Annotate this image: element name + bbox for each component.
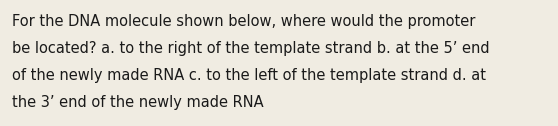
Text: of the newly made RNA c. to the left of the template strand d. at: of the newly made RNA c. to the left of … [12,68,486,83]
Text: For the DNA molecule shown below, where would the promoter: For the DNA molecule shown below, where … [12,14,475,29]
Text: be located? a. to the right of the template strand b. at the 5’ end: be located? a. to the right of the templ… [12,41,489,56]
Text: the 3’ end of the newly made RNA: the 3’ end of the newly made RNA [12,95,263,110]
